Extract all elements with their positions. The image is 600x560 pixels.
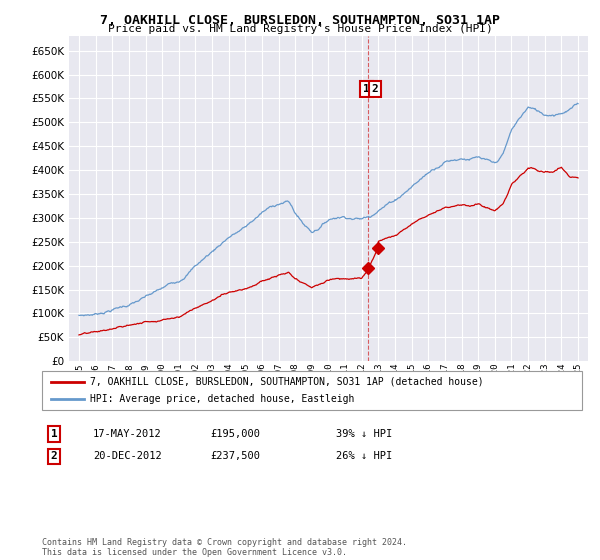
Text: 26% ↓ HPI: 26% ↓ HPI (336, 451, 392, 461)
Text: £237,500: £237,500 (210, 451, 260, 461)
Text: 1: 1 (50, 429, 58, 439)
Text: Contains HM Land Registry data © Crown copyright and database right 2024.
This d: Contains HM Land Registry data © Crown c… (42, 538, 407, 557)
Text: 1: 1 (363, 84, 370, 94)
Text: Price paid vs. HM Land Registry's House Price Index (HPI): Price paid vs. HM Land Registry's House … (107, 24, 493, 34)
Text: 2: 2 (50, 451, 58, 461)
Text: 7, OAKHILL CLOSE, BURSLEDON, SOUTHAMPTON, SO31 1AP (detached house): 7, OAKHILL CLOSE, BURSLEDON, SOUTHAMPTON… (90, 377, 484, 387)
Text: 17-MAY-2012: 17-MAY-2012 (93, 429, 162, 439)
Text: HPI: Average price, detached house, Eastleigh: HPI: Average price, detached house, East… (90, 394, 355, 404)
Text: 39% ↓ HPI: 39% ↓ HPI (336, 429, 392, 439)
Text: 20-DEC-2012: 20-DEC-2012 (93, 451, 162, 461)
Text: £195,000: £195,000 (210, 429, 260, 439)
Text: 7, OAKHILL CLOSE, BURSLEDON, SOUTHAMPTON, SO31 1AP: 7, OAKHILL CLOSE, BURSLEDON, SOUTHAMPTON… (100, 14, 500, 27)
Text: 2: 2 (371, 84, 378, 94)
